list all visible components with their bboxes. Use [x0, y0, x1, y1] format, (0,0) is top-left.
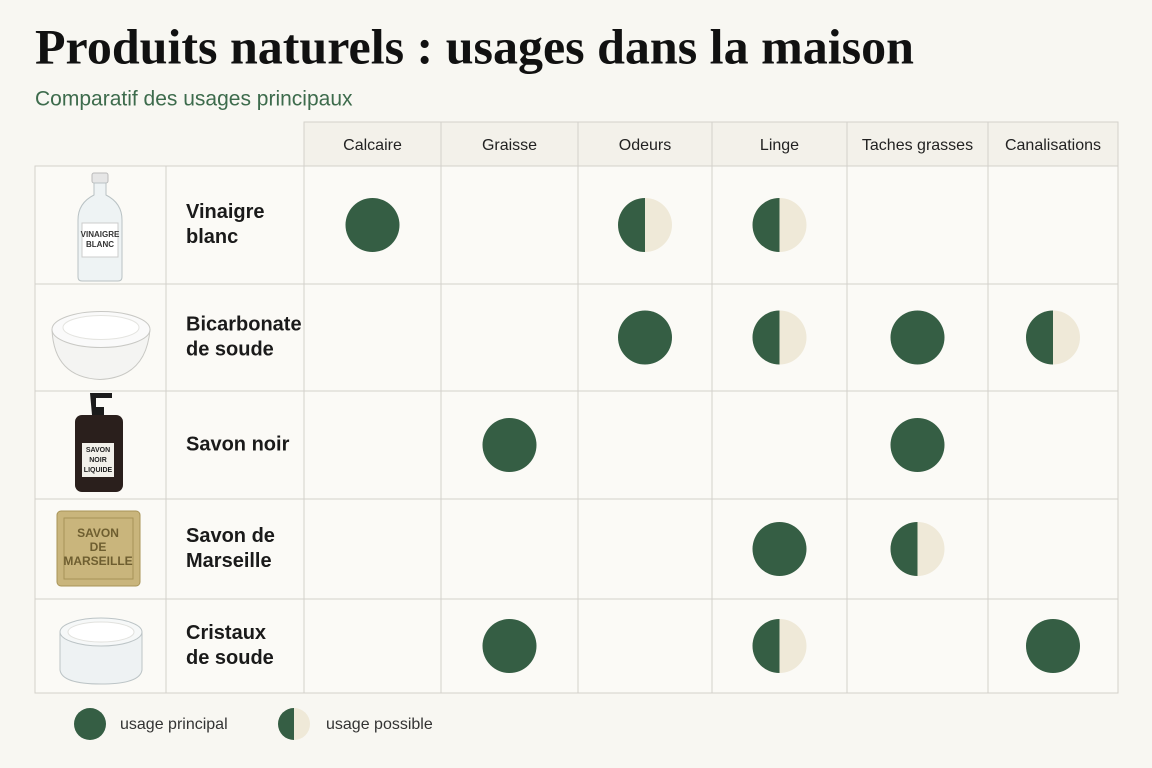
soap-inset — [63, 517, 134, 580]
image-label: SAVON — [86, 447, 110, 454]
usage-marker — [618, 310, 672, 365]
marker-full — [345, 198, 400, 252]
marker-full — [752, 522, 807, 576]
usage-marker — [752, 619, 807, 673]
marker-full — [74, 708, 106, 740]
product-name: de soude — [186, 338, 274, 360]
usage-marker — [752, 310, 807, 365]
marker-half — [278, 708, 294, 740]
header-row — [303, 121, 1119, 167]
product-name: Savon de — [186, 525, 275, 547]
marker-half — [752, 310, 780, 365]
usage-marker — [752, 522, 807, 576]
product-name: de soude — [186, 647, 274, 669]
marker-full — [890, 418, 945, 472]
product-name: blanc — [186, 226, 238, 248]
usage-marker — [345, 198, 400, 252]
column-header: Taches grasses — [862, 137, 973, 154]
column-header: Odeurs — [619, 137, 671, 154]
usage-marker — [74, 708, 106, 740]
soap-cube — [56, 510, 141, 587]
jar — [59, 631, 143, 685]
marker-half — [618, 198, 645, 252]
product-name: Vinaigre — [186, 201, 265, 223]
usage-marker — [890, 310, 945, 365]
legend-label: usage possible — [326, 716, 433, 733]
pump — [90, 393, 112, 415]
usage-marker — [482, 418, 537, 472]
column-header: Linge — [760, 137, 799, 154]
column-header: Calcaire — [343, 137, 402, 154]
marker-half — [752, 198, 780, 252]
usage-marker — [890, 418, 945, 472]
subtitle: Comparatif des usages principaux — [35, 88, 353, 111]
marker-full — [1026, 619, 1080, 673]
usage-marker — [278, 708, 310, 740]
marker-half — [890, 522, 918, 576]
marker-full — [482, 418, 537, 472]
image-label: DE — [90, 540, 107, 554]
marker-half — [752, 619, 780, 673]
powder — [62, 315, 140, 340]
crystals — [67, 621, 135, 643]
image-label: BLANC — [86, 240, 114, 249]
product-name: Cristaux — [186, 622, 266, 644]
title: Produits naturels : usages dans la maiso… — [35, 18, 914, 74]
image-label: MARSEILLE — [63, 554, 132, 568]
product-name: Bicarbonate — [186, 313, 302, 335]
product-name: Marseille — [186, 550, 272, 572]
usage-marker — [890, 522, 945, 576]
marker-full — [482, 619, 537, 673]
image-label: NOIR — [89, 457, 107, 464]
usage-marker — [1026, 619, 1080, 673]
usage-marker — [618, 198, 672, 252]
usage-marker — [482, 619, 537, 673]
column-header: Graisse — [482, 137, 537, 154]
marker-full — [890, 310, 945, 365]
bottle-cap — [91, 172, 109, 184]
usage-marker — [1026, 310, 1080, 365]
image-label: SAVON — [77, 526, 119, 540]
marker-full — [618, 310, 672, 365]
image-label: VINAIGRE — [81, 230, 120, 239]
legend-label: usage principal — [120, 716, 228, 733]
product-name: Savon noir — [186, 433, 290, 455]
bottle-label — [82, 443, 114, 477]
column-header: Canalisations — [1005, 137, 1101, 154]
bottle-label — [81, 222, 119, 258]
image-label: LIQUIDE — [84, 467, 113, 474]
usage-marker — [752, 198, 807, 252]
marker-half — [1026, 310, 1053, 365]
